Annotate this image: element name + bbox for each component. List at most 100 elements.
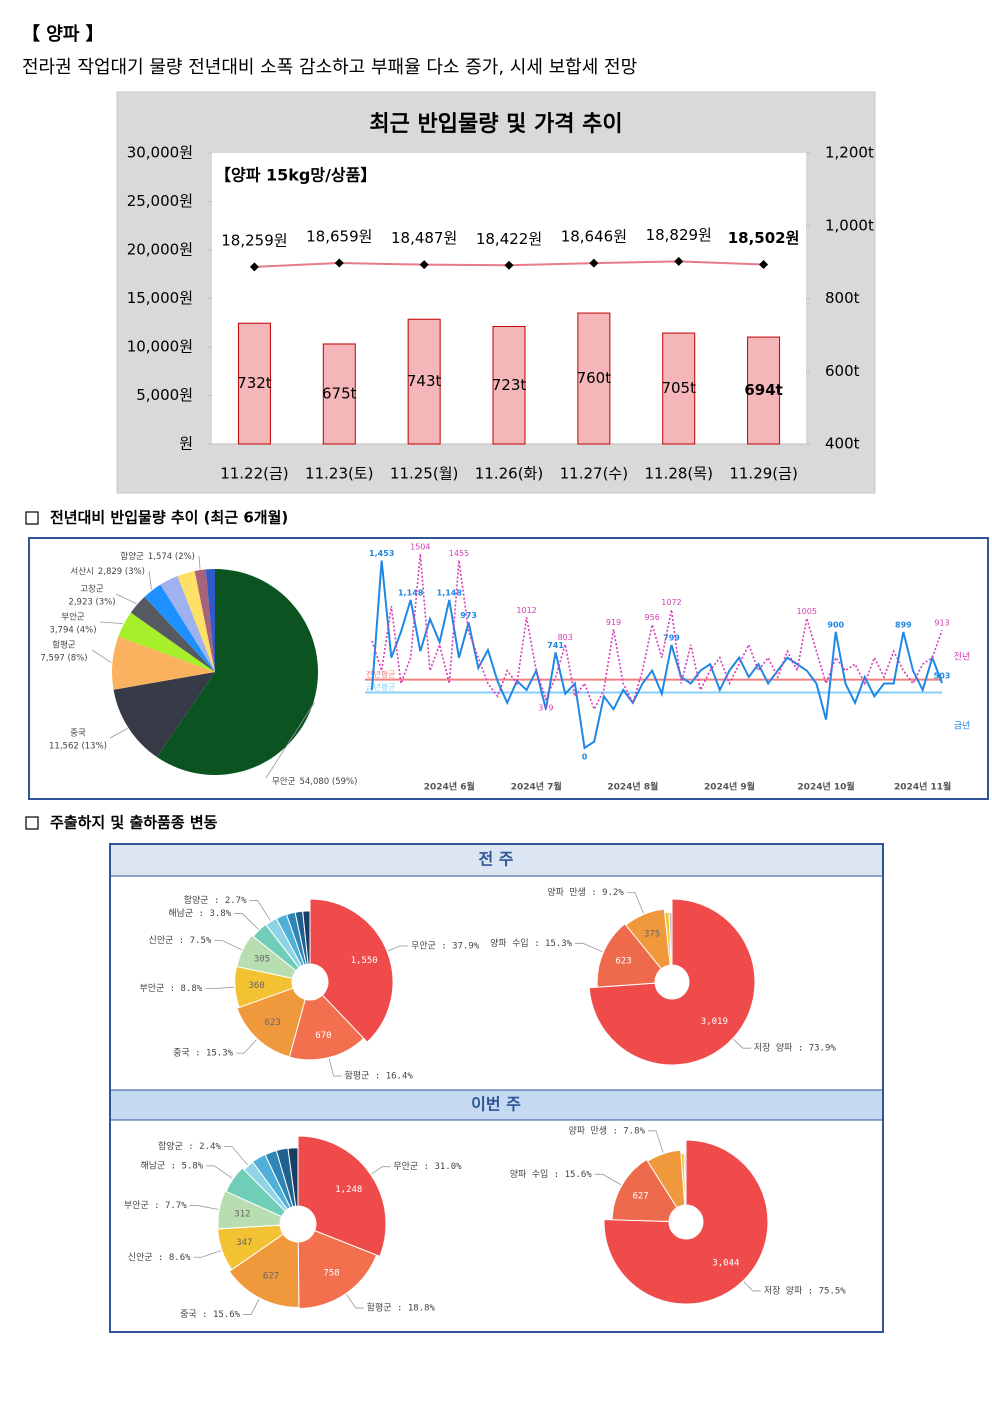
- pie-label: 중국: [70, 729, 86, 739]
- slice-label: 무안군 : 31.0%: [393, 1161, 462, 1172]
- pie-slice: [156, 569, 318, 775]
- x-tick-label: 2024년 11월: [894, 781, 951, 793]
- leader-line: [647, 1130, 664, 1153]
- y-tick-label: 30,000원: [127, 144, 193, 162]
- slice-label: 무안군 : 37.9%: [411, 941, 480, 952]
- slice-value-label: 627: [263, 1271, 279, 1281]
- leader-line: [223, 1145, 248, 1166]
- series-name: 전년: [954, 652, 971, 663]
- pie-label-name: 서산시: [70, 566, 93, 577]
- leader-line: [206, 1165, 233, 1179]
- data-label: 1005: [797, 607, 817, 616]
- marker: [334, 258, 344, 268]
- donut-slice: [668, 912, 673, 966]
- data-label: 1,148: [398, 588, 424, 597]
- donut-slice: [625, 908, 671, 970]
- slice-value-label: 360: [248, 981, 264, 991]
- price-label: 18,646원: [561, 228, 627, 246]
- slice-label: 해남군 : 5.8%: [140, 1160, 203, 1171]
- pie-label-value: 1,574 (2%): [148, 552, 195, 562]
- donut-slice: [228, 1233, 300, 1308]
- x-tick-label: 2024년 8월: [607, 781, 658, 793]
- slice-value-label: 305: [254, 955, 270, 965]
- data-label: 1455: [449, 549, 469, 558]
- leader-line: [236, 1039, 257, 1054]
- leader-line: [575, 942, 603, 953]
- panel-title: 전 주: [478, 850, 513, 869]
- bar-label: 705t: [661, 379, 696, 397]
- leader-line: [387, 945, 409, 952]
- annotation: 【양파 15kg망/상품】: [215, 166, 376, 185]
- pie-slice: [113, 672, 215, 758]
- slice-value-label: 623: [615, 956, 631, 966]
- leader-line: [109, 728, 128, 739]
- bar-label: 732t: [237, 374, 272, 392]
- donut-slice: [596, 923, 662, 988]
- bar: [662, 332, 696, 445]
- data-label: 900: [827, 620, 844, 629]
- slice-label: 저장 양파 : 73.9%: [754, 1043, 836, 1054]
- leader-line: [214, 940, 242, 950]
- series-line: [371, 560, 943, 750]
- marker: [419, 260, 429, 270]
- y2-tick-label: 400t: [825, 435, 860, 453]
- donut-slice: [297, 1229, 378, 1310]
- pie-label: 서산시 2,829 (3%): [70, 566, 145, 577]
- data-label: 1504: [410, 542, 430, 551]
- bar: [747, 336, 781, 445]
- y2-tick-label: 600t: [825, 362, 860, 380]
- slice-label: 중국 : 15.3%: [173, 1048, 233, 1059]
- slice-label: 신안군 : 8.6%: [128, 1252, 191, 1263]
- y2-tick-label: 1,200t: [825, 144, 874, 162]
- pie-slice: [118, 612, 215, 672]
- pie-label-value: 54,080 (59%): [299, 777, 357, 787]
- series-line: [371, 553, 943, 712]
- section-heading: 주출하지 및 출하품종 변동: [50, 814, 218, 832]
- donut-slice: [683, 1153, 687, 1206]
- slice-value-label: 1,248: [335, 1185, 362, 1195]
- x-tick-label: 2024년 10월: [797, 781, 854, 793]
- bar-label: 694t: [744, 381, 782, 399]
- leader-line: [743, 1281, 761, 1292]
- slice-label: 함양군 : 2.7%: [184, 895, 247, 906]
- leader-line: [234, 913, 259, 930]
- pie-label: 함평군: [52, 640, 76, 651]
- section-box: [25, 511, 39, 525]
- pie-label: 부안군: [61, 612, 85, 623]
- pie-label-name: 무안군: [272, 776, 296, 787]
- price-label: 18,659원: [306, 228, 372, 246]
- bar-label: 723t: [492, 376, 527, 394]
- slice-label: 양파 수입 : 15.6%: [510, 1168, 592, 1180]
- y-tick-label: 10,000원: [127, 338, 193, 356]
- leader-line: [371, 1166, 391, 1175]
- donut-slice: [603, 1139, 769, 1305]
- slice-label: 함양군 : 2.4%: [158, 1141, 221, 1152]
- x-tick-label: 11.29(금): [729, 465, 797, 483]
- x-tick-label: 11.23(토): [305, 465, 373, 483]
- data-label: 1,453: [369, 549, 394, 558]
- leader-line: [733, 1039, 751, 1049]
- price-label: 18,487원: [391, 229, 457, 247]
- section-box: [25, 816, 39, 830]
- x-tick-label: 11.25(월): [390, 465, 458, 483]
- slice-value-label: 375: [644, 930, 660, 940]
- slice-value-label: 347: [236, 1238, 252, 1248]
- donut-slice: [287, 1147, 299, 1207]
- pie-value-label: 7,597 (8%): [40, 654, 87, 664]
- slice-label: 양파 만생 : 9.2%: [547, 887, 624, 898]
- pie-label: 무안군 54,080 (59%): [272, 776, 357, 787]
- data-label: 1012: [516, 606, 536, 615]
- donut-slice: [302, 910, 311, 965]
- slice-label: 해남군 : 3.8%: [168, 908, 231, 919]
- data-label: 741: [547, 641, 564, 650]
- pie-value-label: 2,923 (3%): [68, 598, 115, 608]
- slice-label: 양파 만생 : 7.8%: [569, 1125, 646, 1136]
- leader-line: [99, 621, 123, 625]
- leader-line: [189, 1205, 219, 1210]
- pie-label: 함양군 1,574 (2%): [120, 551, 195, 562]
- donut-slice: [309, 898, 394, 1043]
- pie-slice: [160, 576, 215, 672]
- slice-label: 중국 : 15.6%: [180, 1309, 240, 1320]
- pie-slice: [112, 636, 215, 690]
